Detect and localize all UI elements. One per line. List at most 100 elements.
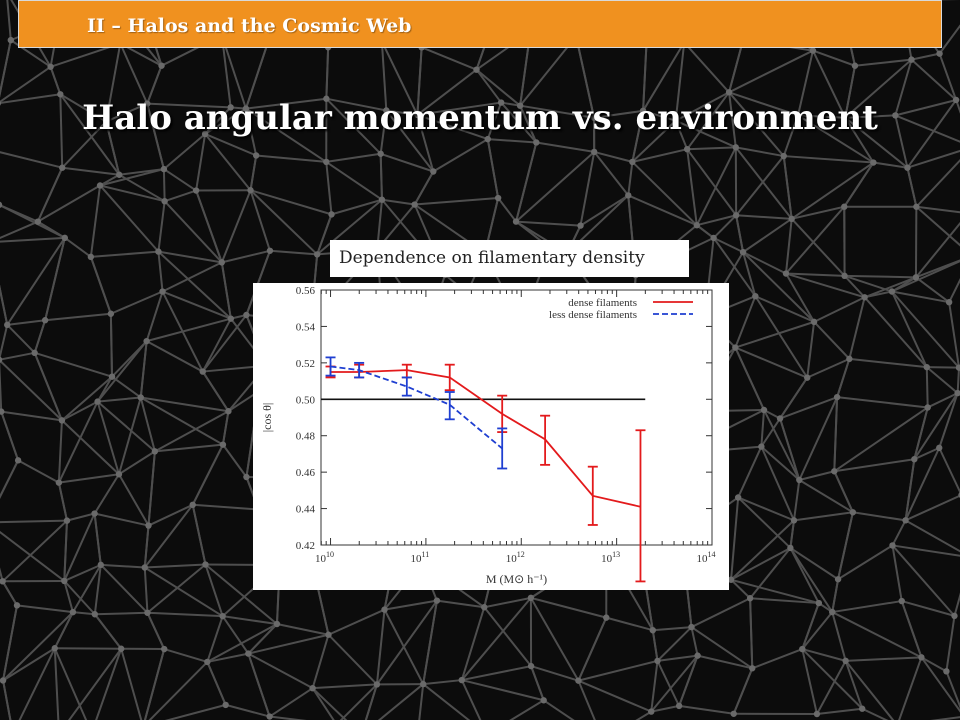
mesh-edge bbox=[436, 599, 485, 609]
mesh-edge bbox=[380, 152, 434, 173]
mesh-edge bbox=[0, 284, 9, 326]
mesh-node bbox=[218, 259, 226, 266]
mesh-edge bbox=[148, 503, 194, 527]
mesh-edge bbox=[37, 184, 101, 223]
mesh-edge bbox=[760, 446, 795, 521]
mesh-node bbox=[55, 479, 63, 486]
mesh-edge bbox=[10, 39, 52, 68]
mesh-edge bbox=[732, 667, 754, 715]
mesh-edge bbox=[120, 648, 143, 720]
mesh-edge bbox=[147, 611, 223, 618]
mesh-edge bbox=[89, 185, 102, 258]
mesh-edge bbox=[204, 133, 257, 157]
mesh-edge bbox=[844, 58, 913, 119]
mesh-edge bbox=[734, 295, 757, 348]
mesh-edge bbox=[2, 611, 74, 682]
mesh-node bbox=[540, 697, 547, 704]
mesh-edge bbox=[53, 647, 88, 720]
mesh-edge bbox=[33, 352, 63, 421]
mesh-edge bbox=[154, 443, 224, 453]
mesh-edge bbox=[831, 611, 847, 662]
mesh-edge bbox=[158, 250, 222, 264]
mesh-edge bbox=[785, 272, 845, 277]
mesh-node bbox=[888, 288, 896, 295]
mesh-edge bbox=[813, 321, 851, 360]
mesh-node bbox=[527, 594, 535, 602]
mesh-edge bbox=[730, 578, 820, 605]
mesh-edge bbox=[913, 392, 959, 460]
mesh-edge bbox=[920, 656, 947, 673]
mesh-node bbox=[252, 152, 260, 159]
mesh-node bbox=[849, 509, 857, 516]
x-tick-label: 1014 bbox=[697, 550, 716, 565]
mesh-node bbox=[804, 374, 811, 381]
mesh-node bbox=[107, 310, 115, 317]
mesh-edge bbox=[163, 168, 197, 192]
mesh-edge bbox=[904, 447, 941, 521]
mesh-edge bbox=[93, 513, 102, 565]
mesh-edge bbox=[651, 630, 659, 662]
mesh-edge bbox=[256, 154, 327, 163]
mesh-edge bbox=[96, 340, 148, 403]
mesh-node bbox=[834, 576, 842, 583]
mesh-edge bbox=[791, 161, 874, 220]
mesh-edge bbox=[837, 512, 854, 580]
mesh-edge bbox=[792, 479, 801, 521]
mesh-node bbox=[7, 36, 15, 44]
mesh-edge bbox=[907, 149, 960, 169]
mesh-edge bbox=[53, 611, 74, 649]
mesh-edge bbox=[249, 189, 271, 252]
mesh-node bbox=[516, 102, 524, 109]
mesh-edge bbox=[530, 597, 580, 682]
mesh-edge bbox=[735, 146, 784, 158]
legend-label: dense filaments bbox=[568, 297, 637, 309]
mesh-edge bbox=[484, 596, 532, 609]
mesh-edge bbox=[728, 92, 737, 148]
mesh-edge bbox=[782, 155, 793, 219]
mesh-edge bbox=[892, 544, 960, 557]
mesh-edge bbox=[157, 251, 164, 292]
mesh-edge bbox=[311, 634, 330, 689]
mesh-edge bbox=[799, 470, 835, 481]
mesh-edge bbox=[500, 101, 521, 107]
mesh-node bbox=[815, 599, 823, 607]
mesh-node bbox=[91, 510, 98, 517]
mesh-node bbox=[912, 274, 920, 281]
mesh-edge bbox=[631, 161, 698, 226]
mesh-edge bbox=[0, 359, 63, 422]
y-tick-label: 0.54 bbox=[296, 321, 316, 333]
mesh-edge bbox=[61, 419, 120, 475]
mesh-edge bbox=[325, 161, 333, 215]
mesh-node bbox=[433, 597, 441, 604]
mesh-edge bbox=[737, 496, 792, 549]
mesh-edge bbox=[59, 93, 121, 176]
mesh-node bbox=[137, 394, 144, 401]
mesh-edge bbox=[2, 647, 56, 682]
mesh-edge bbox=[750, 597, 819, 605]
series-line bbox=[330, 369, 641, 508]
mesh-edge bbox=[575, 36, 596, 118]
mesh-edge bbox=[207, 652, 249, 663]
mesh-edge bbox=[837, 544, 894, 581]
mesh-edge bbox=[139, 397, 156, 452]
mesh-edge bbox=[460, 606, 486, 681]
mesh-edge bbox=[97, 396, 141, 403]
mesh-edge bbox=[911, 52, 940, 61]
mesh-node bbox=[924, 404, 931, 411]
slide-title: Halo angular momentum vs. environment bbox=[82, 98, 878, 138]
mesh-node bbox=[309, 684, 316, 692]
mesh-edge bbox=[844, 117, 875, 164]
mesh-edge bbox=[59, 94, 64, 168]
mesh-edge bbox=[734, 346, 808, 379]
mesh-node bbox=[57, 91, 64, 98]
mesh-edge bbox=[140, 396, 224, 446]
mesh-edge bbox=[806, 321, 816, 378]
mesh-node bbox=[782, 270, 790, 277]
mesh-edge bbox=[61, 120, 107, 169]
mesh-node bbox=[102, 118, 110, 125]
mesh-node bbox=[889, 542, 896, 549]
mesh-node bbox=[381, 606, 388, 613]
mesh-edge bbox=[0, 236, 65, 243]
mesh-edge bbox=[816, 660, 847, 715]
mesh-node bbox=[378, 196, 386, 203]
